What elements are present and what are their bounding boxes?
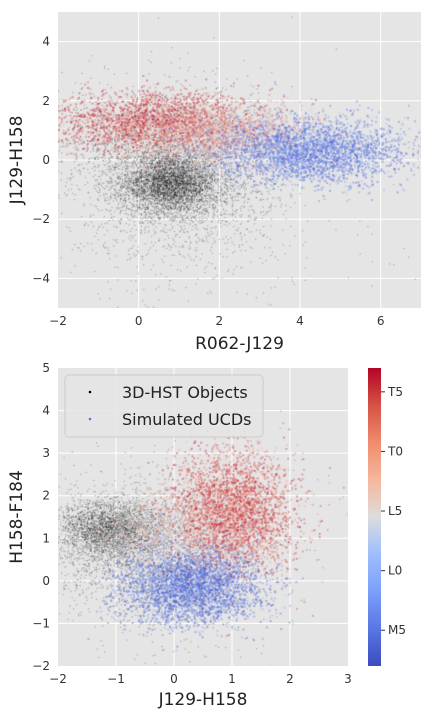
colorbar-tick-label: L0 (388, 564, 402, 578)
y-tick-label: 4 (42, 35, 50, 49)
y-tick-label: 0 (42, 574, 50, 588)
legend-box (64, 374, 264, 438)
top-y-tick-labels: −4 −2 0 2 4 (32, 35, 50, 286)
x-tick-label: 6 (377, 314, 385, 328)
y-tick-label: −2 (32, 212, 50, 226)
top-y-axis-label: J129-H158 (7, 116, 27, 206)
y-tick-label: −4 (32, 271, 50, 285)
colorbar-tick-label: L5 (388, 504, 402, 518)
x-tick-label: 0 (135, 314, 143, 328)
y-tick-label: 2 (42, 94, 50, 108)
top-x-axis-label: R062-J129 (195, 334, 284, 354)
y-tick-label: 0 (42, 153, 50, 167)
legend-label-3dhst: 3D-HST Objects (122, 383, 248, 402)
x-tick-label: 2 (216, 314, 224, 328)
x-tick-label: −2 (49, 672, 67, 686)
x-tick-label: 3 (344, 672, 352, 686)
y-tick-label: 5 (42, 361, 50, 375)
legend-label-ucd: Simulated UCDs (122, 410, 251, 429)
colorbar-tick-labels: M5 L0 L5 T0 T5 (381, 385, 406, 637)
y-tick-label: −1 (32, 616, 50, 630)
bottom-y-axis-label: H158-F184 (7, 470, 27, 564)
colorbar-tick-label: T0 (387, 444, 403, 458)
top-scatter-points-layer (58, 12, 421, 308)
x-tick-label: 4 (296, 314, 304, 328)
colorbar-tick-label: M5 (388, 623, 406, 637)
y-tick-label: −2 (32, 659, 50, 673)
top-x-tick-labels: −2 0 2 4 6 (49, 314, 384, 328)
y-tick-label: 4 (42, 404, 50, 418)
x-tick-label: −2 (49, 314, 67, 328)
top-scatter-panel: −2 0 2 4 6 −4 −2 0 2 4 R062-J129 J129-H158 (7, 12, 421, 354)
legend-marker-3dhst (88, 390, 92, 394)
x-tick-label: 0 (170, 672, 178, 686)
bottom-y-tick-labels: −2 −1 0 1 2 3 4 5 (32, 361, 50, 673)
bottom-x-tick-labels: −2 −1 0 1 2 3 (49, 672, 352, 686)
y-tick-label: 3 (42, 446, 50, 460)
y-tick-label: 1 (42, 531, 50, 545)
bottom-x-axis-label: J129-H158 (158, 690, 248, 710)
x-tick-label: 2 (286, 672, 294, 686)
legend-marker-ucd (88, 417, 92, 421)
colorbar (368, 368, 381, 666)
colorbar-tick-label: T5 (387, 385, 403, 399)
x-tick-label: 1 (228, 672, 236, 686)
x-tick-label: −1 (107, 672, 125, 686)
y-tick-label: 2 (42, 489, 50, 503)
legend: 3D-HST Objects Simulated UCDs (64, 374, 264, 438)
